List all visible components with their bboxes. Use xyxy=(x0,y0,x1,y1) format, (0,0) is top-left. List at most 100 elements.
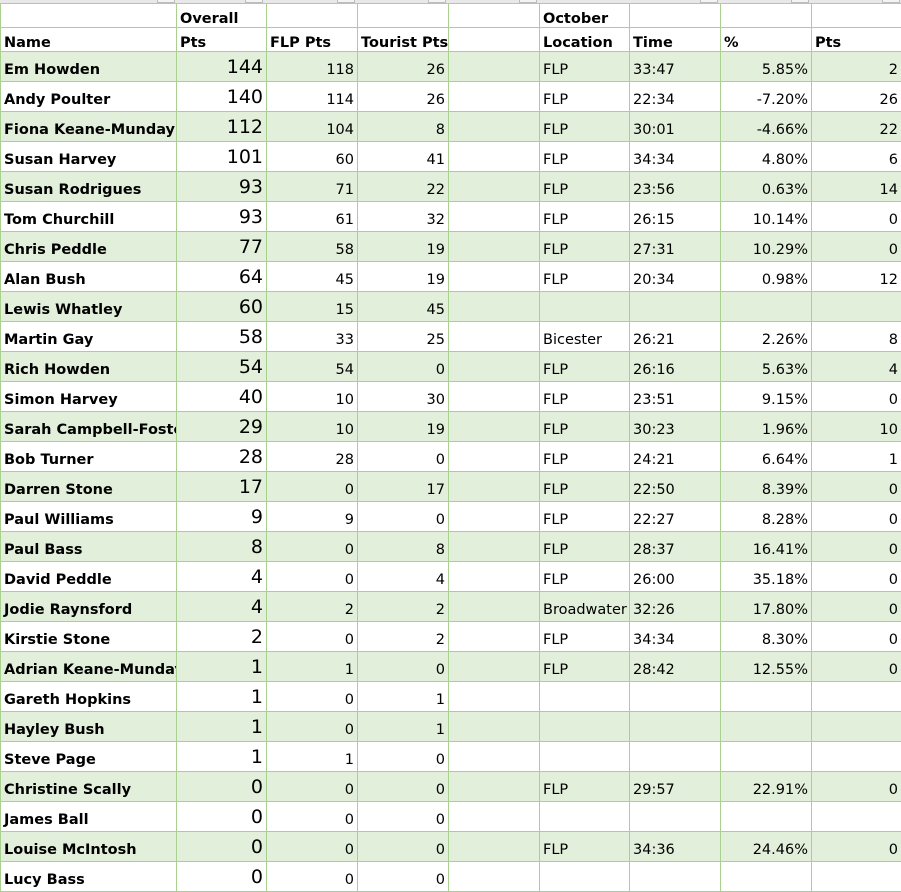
cell-overall-pts[interactable]: 1 xyxy=(176,651,267,682)
cell-overall-pts[interactable]: 60 xyxy=(176,291,267,322)
cell-flp-pts[interactable]: 10 xyxy=(266,411,358,442)
cell-time[interactable]: 30:23 xyxy=(629,411,721,442)
cell-location[interactable]: Broadwater xyxy=(539,591,630,622)
cell-flp-pts[interactable]: 15 xyxy=(266,291,358,322)
cell-empty[interactable] xyxy=(448,591,540,622)
cell-name[interactable]: Jodie Raynsford xyxy=(0,591,177,622)
header-cell[interactable] xyxy=(448,27,540,52)
cell-tourist-pts[interactable]: 30 xyxy=(357,381,449,412)
cell-location[interactable]: FLP xyxy=(539,501,630,532)
cell-tourist-pts[interactable]: 8 xyxy=(357,531,449,562)
cell-location[interactable]: FLP xyxy=(539,651,630,682)
cell-tourist-pts[interactable]: 45 xyxy=(357,291,449,322)
cell-flp-pts[interactable]: 114 xyxy=(266,81,358,112)
cell-location[interactable]: FLP xyxy=(539,531,630,562)
cell-time[interactable]: 27:31 xyxy=(629,231,721,262)
cell-time[interactable] xyxy=(629,681,721,712)
cell-name[interactable]: Susan Rodrigues xyxy=(0,171,177,202)
cell-flp-pts[interactable]: 118 xyxy=(266,51,358,82)
cell-location[interactable]: FLP xyxy=(539,441,630,472)
cell-empty[interactable] xyxy=(448,561,540,592)
cell-time[interactable]: 22:50 xyxy=(629,471,721,502)
filter-dropdown-icon[interactable] xyxy=(428,0,446,3)
cell-name[interactable]: Paul Bass xyxy=(0,531,177,562)
cell-october-pts[interactable] xyxy=(811,711,901,742)
cell-empty[interactable] xyxy=(448,261,540,292)
cell-empty[interactable] xyxy=(448,171,540,202)
cell-time[interactable]: 26:16 xyxy=(629,351,721,382)
cell-time[interactable]: 34:36 xyxy=(629,831,721,862)
cell-tourist-pts[interactable]: 2 xyxy=(357,591,449,622)
cell-name[interactable]: Tom Churchill xyxy=(0,201,177,232)
header-cell-percent[interactable]: % xyxy=(720,27,812,52)
cell-flp-pts[interactable]: 60 xyxy=(266,141,358,172)
cell-location[interactable]: FLP xyxy=(539,351,630,382)
cell-time[interactable]: 26:00 xyxy=(629,561,721,592)
cell-flp-pts[interactable]: 1 xyxy=(266,741,358,772)
cell-overall-pts[interactable]: 28 xyxy=(176,441,267,472)
cell-percent[interactable]: 10.14% xyxy=(720,201,812,232)
cell-empty[interactable] xyxy=(448,681,540,712)
cell-overall-pts[interactable]: 77 xyxy=(176,231,267,262)
cell-flp-pts[interactable]: 0 xyxy=(266,561,358,592)
cell-october-pts[interactable]: 12 xyxy=(811,261,901,292)
cell-name[interactable]: Darren Stone xyxy=(0,471,177,502)
cell-name[interactable]: Sarah Campbell-Foster xyxy=(0,411,177,442)
cell-october-pts[interactable]: 0 xyxy=(811,471,901,502)
cell-flp-pts[interactable]: 0 xyxy=(266,831,358,862)
cell-percent[interactable]: 8.39% xyxy=(720,471,812,502)
cell-location[interactable]: FLP xyxy=(539,141,630,172)
cell-percent[interactable]: -4.66% xyxy=(720,111,812,142)
cell-time[interactable] xyxy=(629,801,721,832)
cell-percent[interactable]: 6.64% xyxy=(720,441,812,472)
cell-empty[interactable] xyxy=(448,861,540,892)
cell-location[interactable] xyxy=(539,741,630,772)
cell-name[interactable]: Louise McIntosh xyxy=(0,831,177,862)
cell-name[interactable]: Paul Williams xyxy=(0,501,177,532)
cell-tourist-pts[interactable]: 0 xyxy=(357,831,449,862)
cell-percent[interactable]: 0.98% xyxy=(720,261,812,292)
cell-percent[interactable]: 10.29% xyxy=(720,231,812,262)
cell-name[interactable]: Andy Poulter xyxy=(0,81,177,112)
cell-tourist-pts[interactable]: 1 xyxy=(357,681,449,712)
cell-location[interactable]: Bicester xyxy=(539,321,630,352)
cell-overall-pts[interactable]: 144 xyxy=(176,51,267,82)
cell-flp-pts[interactable]: 104 xyxy=(266,111,358,142)
cell-overall-pts[interactable]: 93 xyxy=(176,201,267,232)
cell-time[interactable]: 28:42 xyxy=(629,651,721,682)
cell-name[interactable]: Alan Bush xyxy=(0,261,177,292)
cell-name[interactable]: Christine Scally xyxy=(0,771,177,802)
cell-location[interactable] xyxy=(539,681,630,712)
header-cell[interactable] xyxy=(811,3,901,28)
cell-name[interactable]: Adrian Keane-Munday xyxy=(0,651,177,682)
cell-tourist-pts[interactable]: 19 xyxy=(357,231,449,262)
cell-location[interactable]: FLP xyxy=(539,261,630,292)
cell-percent[interactable]: 9.15% xyxy=(720,381,812,412)
cell-location[interactable] xyxy=(539,711,630,742)
cell-empty[interactable] xyxy=(448,381,540,412)
cell-tourist-pts[interactable]: 26 xyxy=(357,81,449,112)
cell-empty[interactable] xyxy=(448,291,540,322)
header-cell-location[interactable]: Location xyxy=(539,27,630,52)
cell-percent[interactable]: 5.85% xyxy=(720,51,812,82)
cell-name[interactable]: Steve Page xyxy=(0,741,177,772)
cell-overall-pts[interactable]: 0 xyxy=(176,831,267,862)
cell-flp-pts[interactable]: 54 xyxy=(266,351,358,382)
cell-october-pts[interactable]: 0 xyxy=(811,531,901,562)
header-cell-october[interactable]: October xyxy=(539,3,630,28)
cell-october-pts[interactable]: 8 xyxy=(811,321,901,352)
cell-tourist-pts[interactable]: 0 xyxy=(357,801,449,832)
cell-october-pts[interactable]: 0 xyxy=(811,231,901,262)
cell-time[interactable]: 28:37 xyxy=(629,531,721,562)
header-cell-pts[interactable]: Pts xyxy=(176,27,267,52)
cell-empty[interactable] xyxy=(448,111,540,142)
cell-name[interactable]: Rich Howden xyxy=(0,351,177,382)
cell-overall-pts[interactable]: 8 xyxy=(176,531,267,562)
cell-name[interactable]: Gareth Hopkins xyxy=(0,681,177,712)
cell-october-pts[interactable]: 0 xyxy=(811,201,901,232)
cell-october-pts[interactable] xyxy=(811,291,901,322)
cell-location[interactable]: FLP xyxy=(539,471,630,502)
cell-name[interactable]: Fiona Keane-Munday xyxy=(0,111,177,142)
cell-percent[interactable]: -7.20% xyxy=(720,81,812,112)
cell-name[interactable]: Simon Harvey xyxy=(0,381,177,412)
